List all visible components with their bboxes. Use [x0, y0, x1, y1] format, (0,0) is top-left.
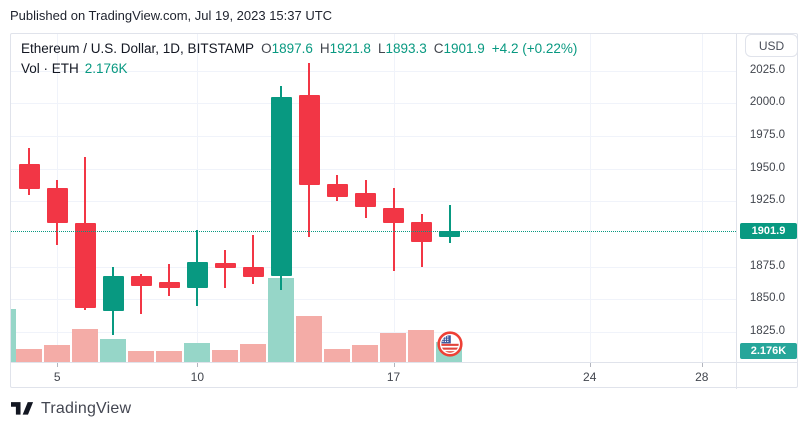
price-tick-label: 1875.0: [749, 259, 786, 272]
candle-body[interactable]: [186, 262, 208, 288]
last-volume-badge: 2.176K: [740, 343, 797, 359]
candle-body[interactable]: [130, 276, 152, 286]
price-axis[interactable]: 2025.0 2000.0 1975.0 1950.0 1925.0 1875.0 1850…: [736, 34, 798, 389]
volume-bar[interactable]: [99, 339, 126, 362]
horizontal-gridline: [11, 299, 736, 301]
price-tick-label: 1975.0: [749, 128, 786, 141]
candle-body[interactable]: [74, 223, 96, 308]
tradingview-brand-link[interactable]: TradingView: [41, 399, 132, 417]
volume-bar[interactable]: [267, 278, 294, 362]
ohlc-item: L1893.3: [377, 41, 427, 56]
legend-symbol-row: Ethereum / U.S. Dollar, 1D, BITSTAMP O189…: [21, 40, 577, 57]
date-label: 24: [583, 370, 597, 384]
date-label: 10: [190, 370, 205, 384]
candle-wick[interactable]: [140, 273, 143, 315]
candle-body[interactable]: [18, 164, 40, 189]
tradingview-logo-icon[interactable]: [11, 399, 35, 418]
candle-wick[interactable]: [448, 205, 451, 243]
vertical-gridline: [702, 34, 703, 362]
date-tick: [197, 363, 198, 367]
candle-body[interactable]: [439, 231, 461, 238]
volume-bar[interactable]: [295, 316, 322, 362]
horizontal-gridline: [11, 168, 736, 170]
legend-volume-row: Vol · ETH 2.176K: [21, 60, 577, 77]
volume-bar[interactable]: [323, 349, 350, 362]
date-label: 5: [53, 370, 61, 384]
horizontal-gridline: [11, 103, 736, 105]
candle-body[interactable]: [355, 192, 376, 208]
candle-wick[interactable]: [392, 188, 395, 271]
published-caption: Published on TradingView.com, Jul 19, 20…: [10, 8, 333, 23]
us-flag-icon[interactable]: [436, 331, 463, 362]
price-tick-label: 1925.0: [749, 194, 786, 207]
horizontal-gridline: [11, 266, 736, 268]
ohlc-item: O1897.6: [261, 41, 313, 56]
volume-bar[interactable]: [239, 343, 266, 362]
volume-bar[interactable]: [408, 329, 435, 362]
horizontal-gridline: [11, 135, 736, 137]
volume-bar[interactable]: [183, 342, 210, 362]
date-tick: [394, 363, 395, 367]
vertical-gridline: [590, 34, 591, 362]
volume-label: Vol · ETH: [21, 61, 79, 76]
price-tick-label: 2000.0: [749, 96, 786, 109]
volume-bar[interactable]: [127, 350, 154, 362]
price-tick-label: 1850.0: [749, 292, 786, 305]
ohlc-item: H1921.8: [319, 41, 371, 56]
volume-bar[interactable]: [71, 328, 98, 362]
date-tick: [590, 363, 591, 367]
candle-body[interactable]: [158, 282, 180, 289]
candle-wick[interactable]: [168, 263, 171, 296]
vertical-gridline: [197, 34, 198, 362]
horizontal-gridline: [11, 331, 736, 333]
candle-body[interactable]: [214, 263, 236, 268]
candle-body[interactable]: [102, 275, 124, 312]
time-axis[interactable]: 5 10 17 24 28: [11, 362, 797, 388]
price-chart-pane[interactable]: [11, 34, 736, 362]
date-label: 17: [386, 370, 401, 384]
volume-bar[interactable]: [43, 345, 70, 362]
candle-body[interactable]: [46, 187, 68, 223]
chart-card: Ethereum / U.S. Dollar, 1D, BITSTAMP O189…: [10, 33, 798, 389]
volume-bar[interactable]: [380, 332, 407, 362]
candle-wick[interactable]: [224, 249, 227, 288]
ohlc-item: C1901.9: [433, 41, 485, 56]
last-price-line: [11, 231, 736, 233]
volume-bar[interactable]: [211, 350, 238, 362]
chart-legend: Ethereum / U.S. Dollar, 1D, BITSTAMP O189…: [21, 40, 577, 77]
price-tick-label: 1950.0: [749, 161, 786, 174]
candle-body[interactable]: [298, 95, 320, 185]
change-readout: +4.2 (+0.22%): [491, 41, 578, 56]
candle-body[interactable]: [270, 97, 292, 277]
volume-bar[interactable]: [15, 349, 42, 362]
date-label: 28: [695, 370, 709, 384]
date-tick: [702, 363, 703, 367]
horizontal-gridline: [11, 70, 736, 72]
candle-wick[interactable]: [252, 235, 255, 285]
volume-bar[interactable]: [352, 345, 378, 362]
volume-bar[interactable]: [155, 350, 182, 362]
date-tick: [57, 363, 58, 367]
symbol-title: Ethereum / U.S. Dollar, 1D, BITSTAMP: [21, 41, 255, 56]
last-price-badge: 1901.9: [740, 223, 797, 240]
candle-body[interactable]: [242, 266, 264, 278]
candle-body[interactable]: [326, 184, 348, 197]
price-tick-label: 1825.0: [749, 324, 786, 337]
volume-value: 2.176K: [84, 61, 128, 76]
ohlc-readout: O1897.6 H1921.8 L1893.3 C1901.9 +4.2 (+0.22%…: [254, 41, 577, 56]
volume-bar-partial[interactable]: [11, 308, 16, 362]
candle-body[interactable]: [383, 207, 405, 223]
currency-toggle-button[interactable]: USD: [745, 34, 798, 57]
footer: TradingView: [11, 399, 131, 418]
price-tick-label: 2025.0: [749, 63, 786, 76]
